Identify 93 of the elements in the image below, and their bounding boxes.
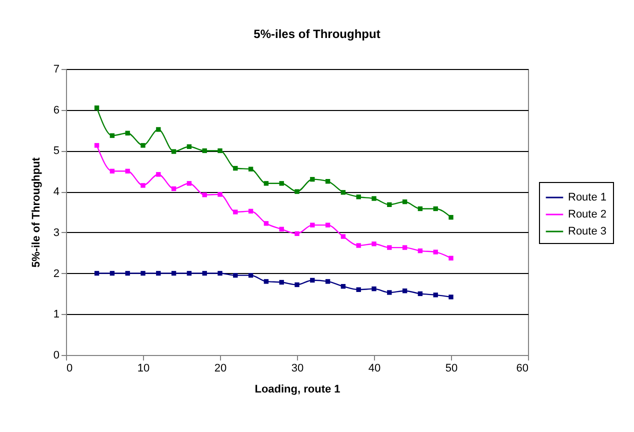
point — [340, 190, 346, 195]
point — [156, 172, 161, 177]
y-tick-label: 0 — [53, 350, 60, 362]
point — [310, 278, 315, 283]
y-axis-title: 5%-ile of Throughput — [30, 157, 42, 268]
point — [248, 166, 254, 172]
point — [202, 192, 207, 198]
point — [387, 245, 392, 250]
point — [418, 206, 423, 212]
point — [340, 284, 346, 289]
point — [372, 242, 376, 246]
point — [433, 206, 438, 212]
x-tick-label: 30 — [291, 362, 304, 374]
point — [387, 202, 392, 207]
point — [202, 148, 207, 154]
point — [156, 270, 161, 276]
point — [356, 243, 361, 248]
point — [125, 130, 130, 136]
legend-label: Route 3 — [568, 226, 607, 238]
point — [372, 286, 376, 292]
x-tick-label: 10 — [137, 362, 150, 374]
point — [186, 270, 192, 276]
point — [325, 179, 330, 184]
point — [279, 226, 284, 232]
point — [94, 270, 100, 276]
point — [233, 272, 238, 278]
point — [433, 250, 438, 254]
point — [94, 143, 100, 148]
point — [171, 270, 176, 276]
point — [310, 176, 315, 182]
point — [402, 245, 408, 250]
point — [433, 292, 438, 298]
x-tick-label: 40 — [368, 362, 381, 374]
legend-label: Route 1 — [568, 192, 607, 204]
point — [264, 221, 269, 226]
point — [233, 210, 238, 214]
point — [202, 270, 207, 276]
y-tick-label: 2 — [53, 268, 60, 280]
point — [402, 199, 408, 204]
point — [294, 189, 300, 194]
point — [171, 186, 176, 192]
point — [125, 270, 130, 276]
point — [279, 181, 284, 186]
point — [264, 279, 269, 284]
x-tick-label: 60 — [516, 362, 528, 374]
point — [140, 183, 146, 188]
legend-label: Route 2 — [568, 208, 607, 220]
point — [387, 290, 392, 295]
point — [356, 194, 361, 200]
y-tick-label: 3 — [53, 226, 60, 239]
point — [110, 168, 115, 174]
point — [418, 248, 423, 254]
point — [448, 294, 454, 300]
point — [140, 143, 146, 148]
point — [94, 105, 100, 110]
point — [233, 166, 238, 171]
point — [418, 291, 423, 296]
point — [218, 270, 222, 276]
point — [125, 168, 130, 174]
point — [186, 144, 192, 149]
y-tick-label: 1 — [53, 308, 60, 321]
point — [448, 256, 454, 261]
point — [294, 282, 300, 288]
point — [248, 208, 254, 214]
point — [264, 181, 269, 186]
point — [156, 127, 161, 132]
point — [279, 280, 284, 285]
point — [248, 272, 254, 278]
x-tick-label: 20 — [214, 362, 227, 374]
point — [171, 149, 176, 154]
x-axis-title: Loading, route 1 — [254, 384, 340, 396]
chart-title: 5%-iles of Throughput — [254, 27, 380, 41]
point — [140, 270, 146, 276]
point — [448, 214, 454, 220]
x-tick-label: 50 — [445, 362, 458, 374]
point — [110, 133, 115, 138]
point — [402, 288, 408, 294]
x-tick-label: 0 — [66, 362, 73, 374]
point — [110, 270, 115, 276]
point — [356, 287, 361, 292]
point — [372, 196, 376, 201]
y-tick-label: 6 — [53, 104, 60, 116]
point — [186, 181, 192, 186]
point — [218, 148, 222, 154]
y-tick-label: 5 — [53, 145, 60, 158]
point — [325, 222, 330, 228]
point — [325, 279, 330, 284]
y-tick-label: 7 — [53, 64, 60, 76]
point — [218, 192, 222, 197]
y-tick-label: 4 — [53, 186, 60, 198]
point — [340, 234, 346, 239]
point — [294, 231, 300, 236]
point — [310, 222, 315, 228]
